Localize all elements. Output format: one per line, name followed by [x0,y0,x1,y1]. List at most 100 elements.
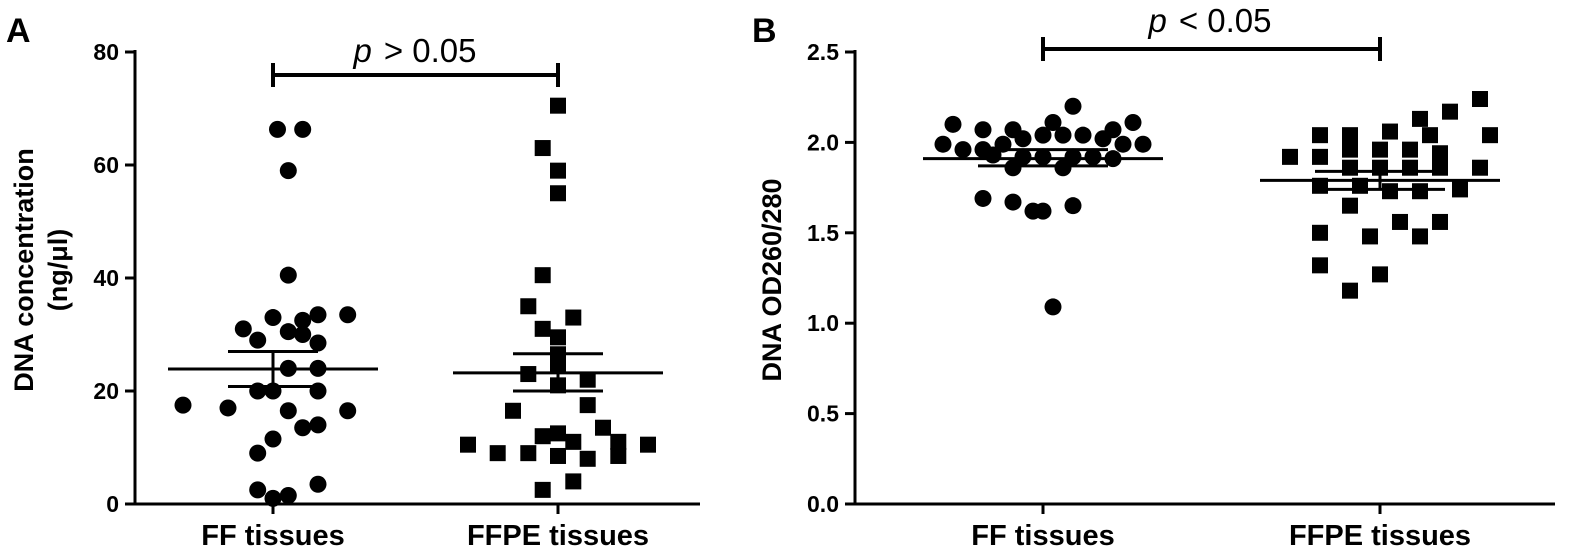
panel-b-point-circle [954,141,972,159]
panel-a-y-tick-label: 0 [106,491,119,517]
panel-a-point-circle [264,430,282,448]
panel-a-label: A [6,12,31,50]
panel-a-point-square [610,447,627,464]
panel-b-point-square [1392,213,1408,230]
panel-b-point-square [1342,141,1358,158]
panel-a-point-circle [294,419,312,437]
panel-b-point-circle [1044,114,1062,132]
panel-a-point-square [550,185,566,202]
panel-b-point-circle [1064,148,1082,166]
panel-b-point-square [1342,127,1358,144]
panel-a-point-square [534,140,551,157]
panel-b-point-circle [1114,135,1132,153]
panel-b-y-tick-label: 0.0 [807,491,839,517]
panel-a-significance: p > 0.05 [352,32,476,69]
panel-b-y-tick-label: 1.5 [807,220,839,246]
panel-b-point-circle [1044,298,1062,316]
panel-a-point-square [579,371,596,388]
panel-b-y-tick-label: 0.5 [807,401,839,427]
panel-b-point-square [1312,224,1328,241]
panel-a-point-square [520,445,537,462]
panel-a-point-square [489,445,506,462]
panel-a-y-tick-label: 80 [93,39,119,65]
panel-b-ylabel: DNA OD260/280 [757,178,787,381]
panel-a-point-square [550,447,566,464]
panel-a-plot: 0 20 40 60 80 FF tissues FFPE tissues [93,39,700,552]
panel-b-point-circle [1024,202,1042,220]
panel-b-y-tick-label: 2.0 [807,129,839,155]
panel-b-point-circle [1074,126,1092,144]
panel-b-point-circle [1064,197,1082,215]
panel-a-ylabel: DNA concentration (ng/μl) [9,148,73,392]
panel-b-point-square [1472,159,1488,176]
panel-a-point-square [565,433,582,450]
panel-a-point-square [550,425,566,442]
panel-a-point-circle [309,475,327,493]
panel-b-point-square [1422,127,1438,144]
panel-a-point-circle [309,306,327,324]
panel-a-category-label: FF tissues [201,520,344,552]
panel-b-category-label: FF tissues [971,520,1114,552]
panel-b-point-square [1312,127,1328,144]
panel-a-point-square [610,433,627,450]
panel-b-point-circle [1014,130,1032,148]
panel-b-ylabel-text: DNA OD260/280 [757,178,787,381]
panel-b-point-square [1432,213,1448,230]
panel-b-point-circle [1084,148,1102,166]
panel-a-point-circle [279,266,297,284]
panel-a-point-circle [339,402,357,420]
panel-a-point-square [579,397,596,414]
panel-a-point-circle [269,120,286,138]
panel-a-ylabel-line2: (ng/μl) [43,229,73,312]
panel-a-sig-value: > 0.05 [384,32,477,69]
panel-a-y-tick-label: 20 [93,378,119,404]
panel-a-point-circle [294,311,312,329]
panel-b-y-tick-label: 1.0 [807,310,839,336]
panel-a-point-circle [279,487,297,505]
panel-b-plot: 0.0 0.5 1.0 1.5 2.0 2.5 FF tissues FFPE tissues [807,37,1555,552]
panel-a-point-square [460,436,476,453]
panel-b-point-circle [974,189,992,207]
panel-a-point-circle [249,444,267,462]
panel-a-point-square [640,436,656,453]
panel-a-point-circle [309,416,327,434]
panel-b-sig-p: p [1147,2,1166,39]
panel-b-point-square [1372,266,1388,283]
panel-a-point-circle [294,326,312,343]
panel-a-ylabel-line1: DNA concentration [9,148,39,392]
panel-b-point-square [1432,159,1448,176]
panel-b-point-square [1282,148,1298,165]
panel-a-point-square [595,419,611,436]
panel-b-point-square [1412,110,1428,127]
panel-a-sig-p: p [352,32,371,69]
panel-a-point-square [550,329,566,346]
panel-a-point-circle [264,309,282,327]
panel-a-y-tick-label: 40 [93,265,119,291]
panel-b-point-circle [1054,159,1072,177]
panel-b-point-square [1482,127,1498,144]
panel-b-point-square [1452,181,1468,198]
panel-b-category-label: FFPE tissues [1289,520,1471,552]
panel-b-point-square [1342,159,1358,176]
panel-b-point-circle [1094,130,1112,148]
panel-b-point-circle [1014,148,1032,166]
panel-b-point-square [1342,282,1358,299]
panel-b-point-square [1472,91,1488,108]
panel-b-point-square [1382,123,1398,140]
panel-a-point-circle [264,489,282,507]
panel-b-point-square [1442,103,1458,120]
panel-b-y-tick-label: 2.5 [807,39,839,65]
panel-b-point-square [1382,183,1398,200]
panel-a-point-square [565,473,582,490]
panel-a-point-square [520,298,537,315]
panel-a-point-circle [234,320,252,338]
panel-b-point-circle [1004,193,1022,211]
panel-b-point-square [1312,257,1328,274]
panel-a-point-square [550,162,566,179]
panel-b-point-square [1372,141,1388,158]
panel-b-point-circle [1004,159,1022,177]
panel-a-point-circle [279,162,297,180]
panel-a-point-square [534,428,551,445]
panel-a-point-square [534,481,551,498]
